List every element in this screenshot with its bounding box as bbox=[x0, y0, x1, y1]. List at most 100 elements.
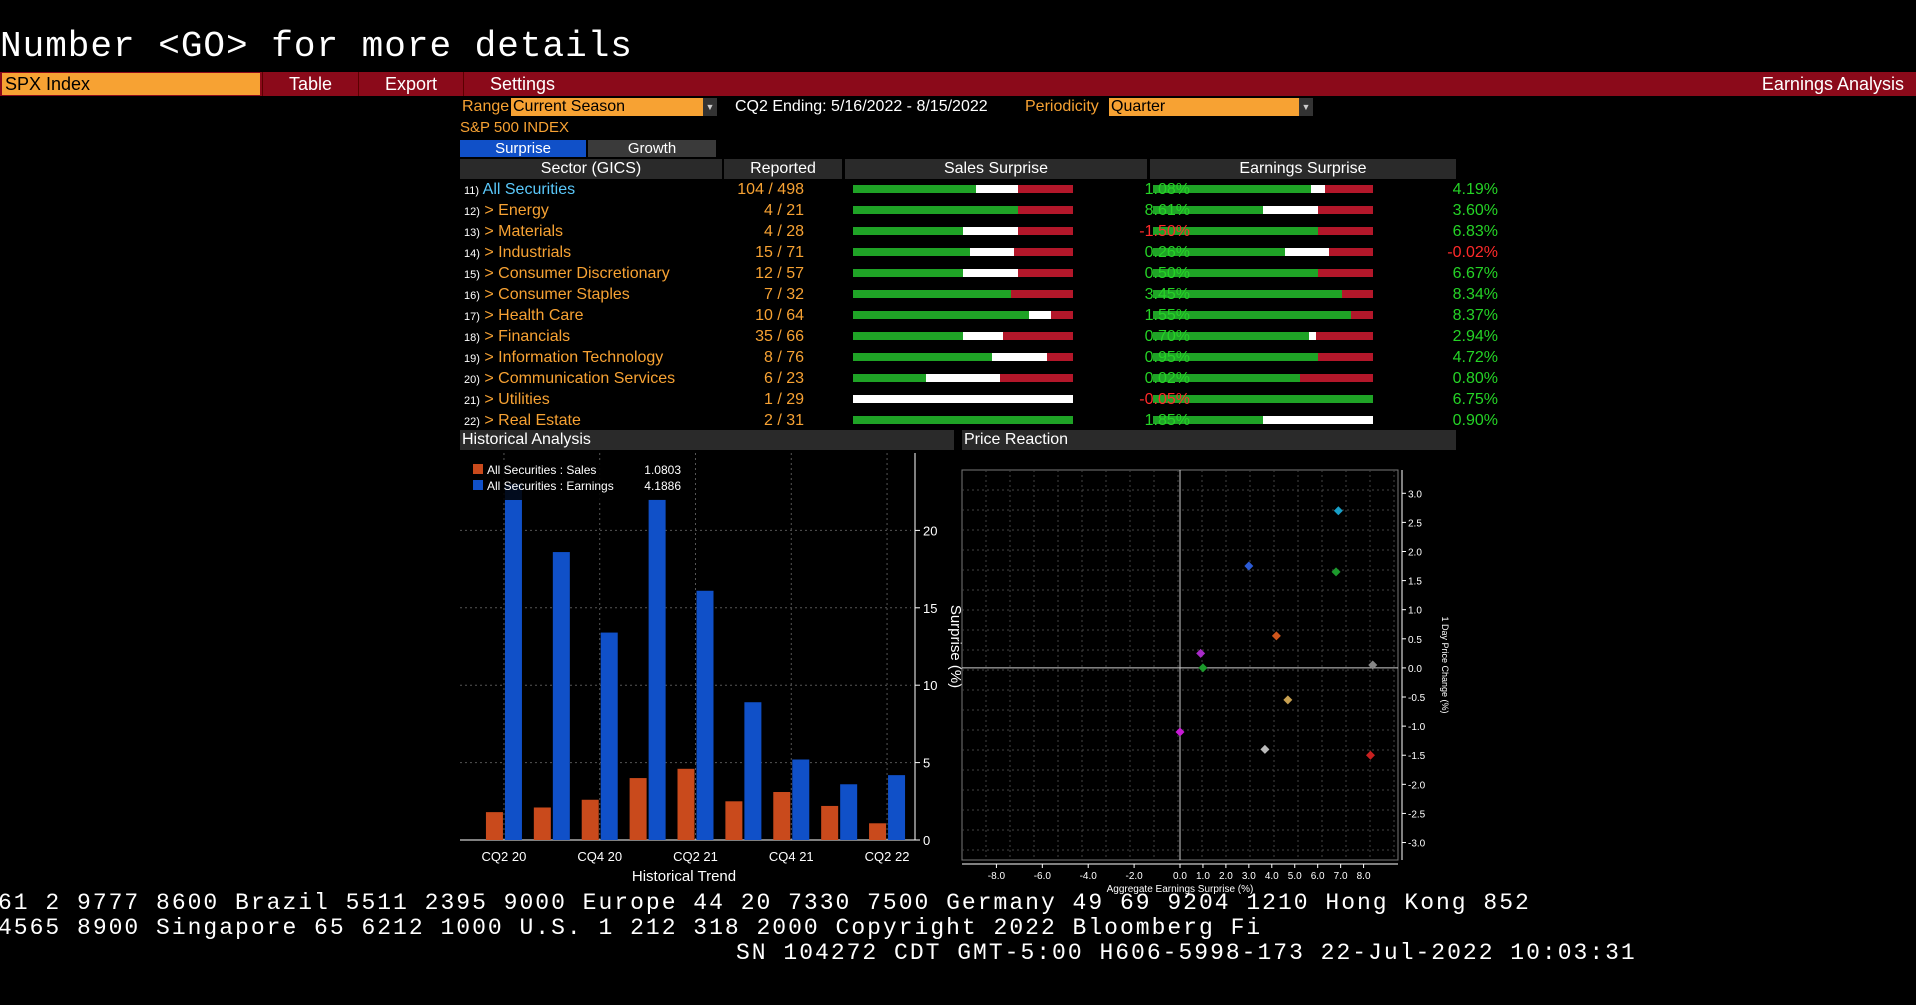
earnings-bar bbox=[696, 590, 714, 840]
scatter-point[interactable] bbox=[1331, 567, 1341, 577]
beat-segment bbox=[1153, 311, 1351, 319]
sector-label[interactable]: > Financials bbox=[484, 328, 571, 345]
x-tick-label: CQ2 21 bbox=[673, 849, 718, 864]
sales-surprise-value: 1.55% bbox=[1144, 307, 1190, 324]
miss-segment bbox=[1318, 206, 1373, 214]
price-reaction-chart: 3.0 2.5 2.0 1.5 1.0 0.5 0.0 -0.5 -1.0 -1.5 -2.0 -2.… bbox=[961, 469, 1450, 895]
sales-surprise-value: 0.50% bbox=[1144, 265, 1190, 282]
table-row[interactable]: 18) > Financials 35 / 66 0.70% 2.94% bbox=[460, 326, 1498, 347]
scatter-point[interactable] bbox=[1365, 750, 1375, 760]
scatter-point[interactable] bbox=[1196, 648, 1206, 658]
sector-label[interactable]: All Securities bbox=[482, 181, 576, 198]
y-tick-label: -2.5 bbox=[1408, 809, 1426, 820]
sector-name[interactable]: 11) All Securities bbox=[464, 179, 575, 200]
sector-name[interactable]: 15) > Consumer Discretionary bbox=[464, 263, 670, 284]
sector-name[interactable]: 17) > Health Care bbox=[464, 305, 584, 326]
miss-segment bbox=[1046, 353, 1073, 361]
sector-label[interactable]: > Energy bbox=[484, 202, 549, 219]
sales-surprise-bar bbox=[853, 269, 1073, 277]
header-reported[interactable]: Reported bbox=[724, 159, 842, 179]
column-divider bbox=[722, 389, 724, 410]
sector-name[interactable]: 14) > Industrials bbox=[464, 242, 571, 263]
sector-name[interactable]: 19) > Information Technology bbox=[464, 347, 663, 368]
table-row[interactable]: 20) > Communication Services 6 / 23 0.02% 0… bbox=[460, 368, 1498, 389]
miss-segment bbox=[1329, 248, 1373, 256]
tab-growth[interactable]: Growth bbox=[588, 140, 716, 157]
menu-bar bbox=[0, 72, 1916, 96]
scatter-point[interactable] bbox=[1244, 561, 1254, 571]
sales-surprise-bar bbox=[853, 332, 1073, 340]
command-line[interactable]: Number <GO> for more details bbox=[0, 26, 633, 67]
sector-label[interactable]: > Communication Services bbox=[484, 370, 676, 387]
miss-segment bbox=[1324, 185, 1373, 193]
row-number: 12) bbox=[464, 206, 480, 218]
column-divider bbox=[843, 410, 845, 431]
table-row[interactable]: 11) All Securities 104 / 498 1.08% 4.19% bbox=[460, 179, 1498, 200]
reported-count: 35 / 66 bbox=[755, 328, 804, 345]
sector-name[interactable]: 20) > Communication Services bbox=[464, 368, 675, 389]
table-row[interactable]: 13) > Materials 4 / 28 -1.50% 6.83% bbox=[460, 221, 1498, 242]
sector-name[interactable]: 18) > Financials bbox=[464, 326, 570, 347]
sector-label[interactable]: > Consumer Discretionary bbox=[484, 265, 670, 282]
y-tick-label: 0 bbox=[923, 833, 930, 848]
index-name: S&P 500 INDEX bbox=[460, 119, 569, 136]
table-row[interactable]: 14) > Industrials 15 / 71 0.26% -0.02% bbox=[460, 242, 1498, 263]
beat-segment bbox=[853, 311, 1029, 319]
sector-name[interactable]: 12) > Energy bbox=[464, 200, 549, 221]
sector-name[interactable]: 16) > Consumer Staples bbox=[464, 284, 630, 305]
sector-label[interactable]: > Materials bbox=[484, 223, 564, 240]
chevron-down-icon[interactable]: ▼ bbox=[1299, 98, 1313, 116]
scatter-point[interactable] bbox=[1283, 695, 1293, 705]
menu-export[interactable]: Export bbox=[358, 72, 463, 96]
ticker-field[interactable]: SPX Index bbox=[2, 73, 260, 95]
table-row[interactable]: 12) > Energy 4 / 21 8.61% 3.60% bbox=[460, 200, 1498, 221]
periodicity-dropdown[interactable]: Quarter ▼ bbox=[1109, 98, 1313, 116]
sales-surprise-bar bbox=[853, 374, 1073, 382]
sector-label[interactable]: > Utilities bbox=[484, 391, 550, 408]
earnings-surprise-bar bbox=[1153, 185, 1373, 193]
table-row[interactable]: 17) > Health Care 10 / 64 1.55% 8.37% bbox=[460, 305, 1498, 326]
sector-label[interactable]: > Consumer Staples bbox=[484, 286, 630, 303]
sector-name[interactable]: 22) > Real Estate bbox=[464, 410, 581, 431]
miss-segment bbox=[1300, 374, 1373, 382]
earnings-surprise-value: 8.37% bbox=[1452, 307, 1498, 324]
column-divider bbox=[843, 368, 845, 389]
menu-settings[interactable]: Settings bbox=[463, 72, 581, 96]
header-sales-surprise[interactable]: Sales Surprise bbox=[845, 159, 1147, 179]
earnings-surprise-value: -0.02% bbox=[1447, 244, 1498, 261]
table-row[interactable]: 21) > Utilities 1 / 29 -0.05% 6.75% bbox=[460, 389, 1498, 410]
earnings-surprise-bar bbox=[1153, 395, 1373, 403]
scatter-point[interactable] bbox=[1198, 663, 1208, 673]
sector-label[interactable]: > Health Care bbox=[484, 307, 584, 324]
table-row[interactable]: 19) > Information Technology 8 / 76 0.95% 4… bbox=[460, 347, 1498, 368]
y-tick-label: -3.0 bbox=[1408, 839, 1426, 850]
scatter-point[interactable] bbox=[1368, 660, 1378, 670]
tab-surprise[interactable]: Surprise bbox=[460, 140, 586, 157]
table-row[interactable]: 16) > Consumer Staples 7 / 32 3.45% 8.34% bbox=[460, 284, 1498, 305]
sector-label[interactable]: > Real Estate bbox=[484, 412, 581, 429]
chevron-down-icon[interactable]: ▼ bbox=[703, 98, 717, 116]
range-value: Current Season bbox=[513, 98, 626, 115]
scatter-point[interactable] bbox=[1175, 727, 1185, 737]
sector-name[interactable]: 13) > Materials bbox=[464, 221, 563, 242]
menu-table[interactable]: Table bbox=[262, 72, 358, 96]
sector-label[interactable]: > Information Technology bbox=[484, 349, 664, 366]
table-row[interactable]: 15) > Consumer Discretionary 12 / 57 0.50%… bbox=[460, 263, 1498, 284]
scatter-point[interactable] bbox=[1260, 744, 1270, 754]
earnings-surprise-bar bbox=[1153, 269, 1373, 277]
header-sector[interactable]: Sector (GICS) bbox=[460, 159, 722, 179]
earnings-bar bbox=[792, 759, 810, 840]
legend-swatch bbox=[473, 480, 483, 490]
column-divider bbox=[843, 284, 845, 305]
header-earnings-surprise[interactable]: Earnings Surprise bbox=[1150, 159, 1456, 179]
sector-name[interactable]: 21) > Utilities bbox=[464, 389, 550, 410]
earnings-surprise-value: 6.67% bbox=[1452, 265, 1498, 282]
range-dropdown[interactable]: Current Season ▼ bbox=[511, 98, 717, 116]
miss-segment bbox=[1318, 227, 1373, 235]
table-row[interactable]: 22) > Real Estate 2 / 31 1.85% 0.90% bbox=[460, 410, 1498, 431]
sector-label[interactable]: > Industrials bbox=[484, 244, 572, 261]
earnings-surprise-bar bbox=[1153, 311, 1373, 319]
reported-count: 4 / 28 bbox=[763, 223, 804, 240]
scatter-point[interactable] bbox=[1271, 631, 1281, 641]
scatter-point[interactable] bbox=[1333, 506, 1343, 516]
